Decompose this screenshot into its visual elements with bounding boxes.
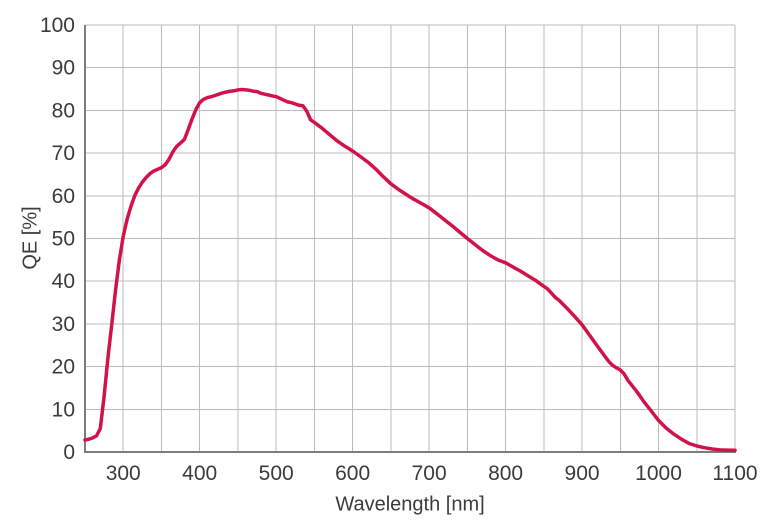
y-tick-label: 80 [52,99,75,122]
x-tick-label: 1000 [635,462,682,485]
y-tick-label: 20 [52,356,75,379]
x-tick-label: 500 [259,462,294,485]
x-tick-label: 900 [565,462,600,485]
x-tick-label: 300 [106,462,141,485]
x-axis-title: Wavelength [nm] [335,493,485,516]
y-axis-title: QE [%] [19,206,42,270]
x-tick-label: 700 [412,462,447,485]
x-tick-label: 800 [488,462,523,485]
y-tick-label: 0 [63,441,75,464]
y-tick-label: 70 [52,142,75,165]
y-tick-label: 30 [52,313,75,336]
x-tick-label: 600 [335,462,370,485]
y-tick-label: 60 [52,185,75,208]
y-tick-label: 90 [52,57,75,80]
y-tick-label: 40 [52,270,75,293]
x-tick-label: 1100 [712,462,757,485]
y-tick-label: 10 [52,398,75,421]
x-tick-label: 400 [182,462,217,485]
gridlines [84,24,736,453]
qe-curve [83,87,737,453]
y-tick-label: 100 [40,14,75,37]
y-tick-label: 50 [52,228,75,251]
